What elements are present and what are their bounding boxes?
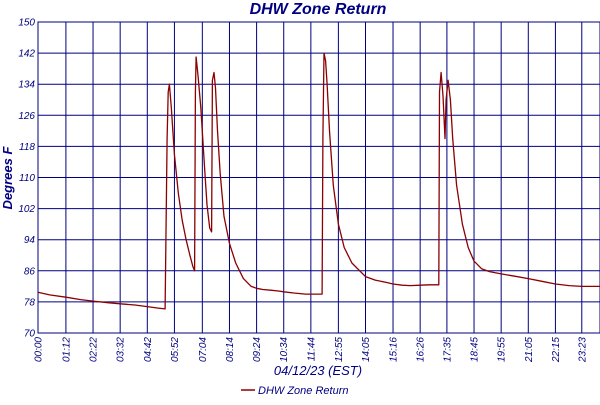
- y-tick-label: 142: [18, 49, 35, 60]
- x-tick-label: 00:00: [34, 337, 45, 362]
- x-axis-ticks: 00:00 01:12 02:22 03:32 04:42 05:52 07:04 08:14…: [34, 337, 589, 363]
- y-tick-label: 110: [19, 173, 35, 184]
- x-tick-label: 03:32: [116, 337, 127, 362]
- y-tick-label: 134: [18, 80, 35, 91]
- x-tick-label: 18:45: [470, 337, 481, 362]
- x-tick-label: 11:44: [306, 337, 317, 362]
- x-tick-label: 10:34: [279, 337, 290, 362]
- y-tick-label: 126: [18, 111, 35, 122]
- x-tick-label: 04:42: [143, 337, 154, 362]
- x-axis-label: 04/12/23 (EST): [274, 363, 362, 378]
- x-tick-label: 16:26: [416, 337, 427, 362]
- y-axis-label: Degrees F: [0, 146, 15, 210]
- plot-border: [37, 21, 600, 334]
- x-tick-label: 09:24: [252, 337, 263, 362]
- x-tick-label: 14:05: [361, 337, 372, 362]
- x-tick-label: 02:22: [89, 337, 100, 362]
- x-tick-label: 22:15: [551, 337, 562, 363]
- series-line-0: [37, 52, 600, 310]
- x-tick-label: 12:55: [334, 337, 345, 362]
- x-tick-label: 17:35: [442, 337, 453, 362]
- x-tick-label: 15:16: [389, 337, 400, 362]
- y-tick-label: 150: [18, 18, 35, 29]
- y-tick-label: 118: [19, 142, 35, 153]
- legend-label: DHW Zone Return: [258, 385, 348, 397]
- grid: [37, 21, 600, 334]
- x-tick-label: 08:14: [225, 337, 236, 362]
- y-tick-label: 86: [24, 266, 36, 277]
- series-layer: [37, 52, 600, 310]
- y-tick-label: 78: [24, 297, 36, 308]
- x-tick-label: 23:23: [577, 337, 588, 363]
- x-tick-label: 21:05: [524, 337, 535, 363]
- x-tick-label: 05:52: [170, 337, 181, 362]
- y-axis-ticks: 70 78 86 94 102 110 118 126 134 142 150: [18, 18, 35, 340]
- y-tick-label: 94: [24, 235, 36, 246]
- legend: DHW Zone Return: [241, 385, 348, 397]
- y-tick-label: 70: [24, 329, 36, 340]
- x-tick-label: 07:04: [198, 337, 209, 362]
- y-tick-label: 102: [18, 204, 35, 215]
- x-tick-label: 01:12: [61, 337, 72, 362]
- chart-title: DHW Zone Return: [250, 1, 387, 18]
- x-tick-label: 19:55: [497, 337, 508, 362]
